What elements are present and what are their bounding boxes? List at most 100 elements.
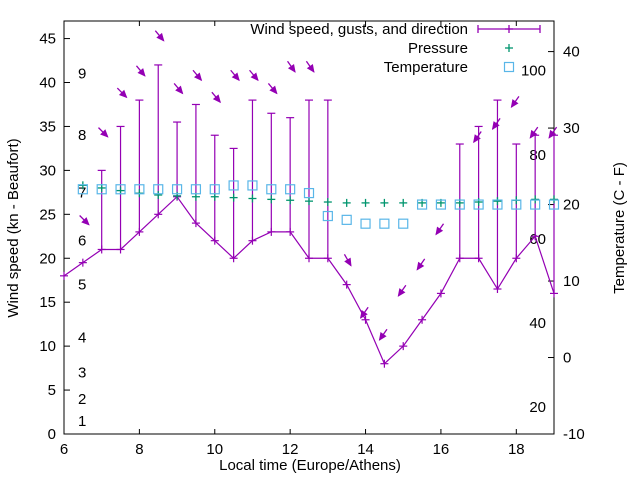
arrow-head [473, 134, 481, 144]
y2-tick-label: 10 [563, 273, 580, 290]
y2-tick-label: 30 [563, 120, 580, 137]
temperature-marker [360, 218, 371, 229]
pressure-markers [78, 181, 558, 207]
arrow-head [344, 257, 352, 267]
arrow-head [212, 94, 221, 104]
x-axis-ticks: 6 8 10 12 14 16 18 [60, 21, 525, 458]
fahrenheit-label: 100 [521, 63, 546, 80]
temperature-marker [228, 180, 239, 191]
temperature-marker [303, 187, 315, 199]
beaufort-label: 1 [78, 413, 86, 430]
temperature-marker [153, 184, 164, 195]
beaufort-label: 9 [78, 66, 86, 83]
temperature-marker [247, 180, 258, 191]
fahrenheit-label: 80 [529, 147, 546, 164]
temperature-marker [322, 210, 333, 222]
y2-axis-title: Temperature (C - F) [611, 162, 628, 294]
x-tick-label: 8 [135, 441, 143, 458]
temperature-marker [190, 184, 202, 195]
y-tick-label: 0 [48, 426, 56, 443]
temperature-marker [134, 184, 145, 195]
y-axis-title: Wind speed (kn - Beaufort) [5, 138, 22, 317]
arrow-head [416, 261, 425, 271]
y-tick-label: 15 [39, 294, 56, 311]
temperature-marker [379, 218, 390, 229]
wind-speed-line [60, 192, 558, 368]
beaufort-label: 2 [78, 391, 86, 408]
y-tick-label: 25 [39, 206, 56, 223]
arrow-head [100, 129, 109, 138]
temperature-marker [209, 184, 220, 195]
y-axis-ticks: 0 5 10 15 20 25 30 35 40 45 [39, 31, 70, 443]
y2-tick-label: 40 [563, 44, 580, 61]
y-tick-label: 20 [39, 250, 56, 267]
temperature-marker [115, 184, 126, 195]
beaufort-label: 3 [78, 364, 86, 381]
arrow-head [137, 68, 146, 77]
beaufort-label: 4 [78, 329, 86, 346]
beaufort-scale-labels: 1 2 3 4 5 6 7 8 9 [78, 66, 86, 430]
arrow-head [250, 72, 259, 82]
legend-label: Temperature [384, 59, 468, 76]
temperature-marker [171, 184, 183, 195]
temperature-marker [416, 199, 428, 210]
chart-legend: Wind speed, gusts, and direction Pressure… [250, 21, 541, 76]
arrow-head [118, 89, 128, 99]
arrow-head [491, 121, 500, 130]
x-tick-label: 18 [508, 441, 525, 458]
y2-tick-label: 20 [563, 197, 580, 214]
temperature-marker [473, 199, 484, 210]
y2-tick-label: 0 [563, 350, 571, 367]
wind-direction-arrows [79, 30, 558, 341]
temperature-marker [398, 218, 409, 229]
arrow-head [359, 310, 368, 319]
legend-key-square [503, 61, 515, 73]
arrow-head [269, 85, 278, 95]
legend-label: Pressure [408, 40, 468, 57]
arrow-head [175, 85, 184, 95]
x-tick-label: 10 [206, 441, 223, 458]
arrow-head [194, 72, 203, 82]
temperature-marker [77, 184, 88, 195]
arrow-head [306, 64, 315, 73]
arrow-head [378, 332, 387, 341]
temperature-marker [285, 184, 296, 195]
y2-axis-ticks: -10 0 10 20 30 40 [548, 44, 585, 443]
beaufort-label: 7 [78, 184, 86, 201]
x-tick-label: 16 [433, 441, 450, 458]
temperature-marker [492, 199, 503, 210]
temperature-marker [454, 199, 465, 210]
fahrenheit-label: 40 [529, 315, 546, 332]
temperature-marker [511, 199, 522, 210]
arrow-head [156, 32, 165, 42]
beaufort-label: 6 [78, 233, 86, 250]
beaufort-label: 8 [78, 127, 86, 144]
x-tick-label: 14 [357, 441, 374, 458]
arrow-head [510, 99, 519, 109]
temperature-marker [96, 184, 107, 195]
beaufort-label: 5 [78, 277, 86, 294]
y-tick-label: 40 [39, 75, 56, 92]
x-tick-label: 6 [60, 441, 68, 458]
arrow-head [287, 64, 296, 73]
y-tick-label: 10 [39, 338, 56, 355]
arrow-head [397, 288, 406, 297]
temperature-marker [341, 214, 352, 225]
arrow-head [81, 217, 90, 226]
fahrenheit-scale-labels: 20 40 60 80 100 [521, 63, 546, 417]
x-axis-title: Local time (Europe/Athens) [219, 457, 401, 474]
y-tick-label: 30 [39, 162, 56, 179]
temperature-marker [548, 199, 560, 210]
temperature-marker [266, 184, 277, 195]
fahrenheit-label: 60 [529, 231, 546, 248]
temperature-marker [435, 199, 447, 210]
x-tick-label: 12 [282, 441, 299, 458]
arrow-head [548, 129, 557, 139]
arrow-head [435, 226, 444, 236]
temperature-marker [530, 199, 541, 210]
legend-label: Wind speed, gusts, and direction [250, 21, 468, 38]
fahrenheit-label: 20 [529, 399, 546, 416]
arrow-head [529, 129, 538, 139]
